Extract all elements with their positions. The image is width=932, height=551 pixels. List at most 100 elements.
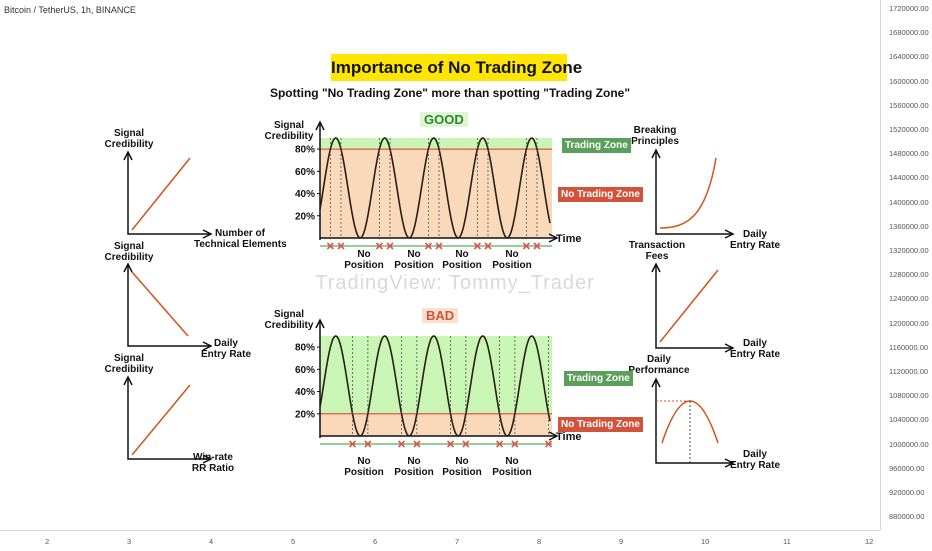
x-axis-arrow — [548, 431, 559, 441]
time-tick: 12 — [865, 537, 874, 546]
right-chart-1-ylabel: Breaking Principles — [631, 125, 679, 147]
ytick-label: 20% — [295, 409, 315, 420]
no-position-marker — [326, 242, 334, 250]
right-chart-3 — [651, 377, 735, 468]
no-position-marker — [397, 440, 406, 448]
price-tick: 1040000.00 — [889, 415, 929, 425]
no-position-marker — [522, 242, 530, 250]
left-chart-3 — [123, 375, 213, 464]
right-chart-3-ylabel: Daily Performance — [628, 354, 690, 376]
watermark: TradingView: Tommy_Trader — [315, 272, 595, 294]
right-chart-3-xlabel: Daily Entry Rate — [729, 449, 780, 471]
good-badge: GOOD — [420, 112, 468, 127]
no-position-marker — [435, 242, 443, 250]
price-tick: 1680000.00 — [889, 28, 929, 38]
price-tick: 1400000.00 — [889, 197, 929, 207]
time-tick: 11 — [783, 537, 791, 546]
ytick-label: 80% — [295, 145, 315, 156]
ytick-label: 40% — [295, 387, 315, 398]
no-position-marker — [544, 440, 553, 448]
price-tick: 1280000.00 — [889, 270, 929, 280]
no-position-marker — [511, 440, 519, 448]
right-chart-1-xlabel: Daily Entry Rate — [729, 229, 780, 251]
x-axis-arrow — [548, 233, 559, 243]
price-tick: 1320000.00 — [889, 246, 929, 255]
price-tick: 880000.00 — [889, 512, 925, 522]
good-no-trading-zone-tag: No Trading Zone — [558, 187, 643, 202]
right-chart-2-ylabel: Transaction Fees — [628, 240, 686, 262]
no-position-marker — [533, 242, 541, 250]
price-tick: 1160000.00 — [889, 342, 929, 352]
good-no-position-2: No Position — [394, 249, 434, 271]
bad-no-position-4: No Position — [492, 456, 532, 478]
ytick-label: 80% — [295, 343, 315, 354]
price-tick: 920000.00 — [889, 488, 925, 497]
price-tick: 1240000.00 — [889, 294, 929, 304]
right-chart-1 — [651, 148, 735, 239]
y-axis-arrow — [315, 318, 325, 329]
bad-ylabel: Signal Credibility — [264, 309, 314, 331]
right-chart-2 — [651, 262, 735, 353]
left-chart-2-ylabel: Signal Credibility — [104, 241, 154, 263]
time-tick: 3 — [127, 537, 132, 546]
diagram-title: Importance of No Trading Zone — [331, 54, 582, 81]
signal-curve — [319, 335, 551, 437]
trading-zone-band — [320, 336, 552, 414]
left-chart-1-xlabel: Number of Technical Elements — [194, 228, 287, 250]
trend-line — [131, 271, 189, 337]
bad-sine-chart: 80% 60% 40% 20% — [295, 318, 559, 448]
trend-line — [131, 157, 191, 231]
ytick-label: 40% — [295, 189, 315, 200]
ytick-label: 60% — [295, 365, 315, 376]
trend-line — [131, 384, 191, 456]
good-no-position-3: No Position — [442, 249, 482, 271]
time-axis[interactable]: 2 3 4 5 6 7 8 9 10 11 12 — [0, 530, 880, 551]
no-position-marker — [446, 440, 455, 448]
price-tick: 1000000.00 — [889, 439, 929, 449]
no-position-marker — [424, 242, 432, 250]
time-tick: 7 — [455, 537, 460, 546]
time-tick: 10 — [701, 537, 710, 546]
good-no-position-4: No Position — [492, 249, 532, 271]
good-ylabel: Signal Credibility — [264, 120, 314, 142]
y-axis-arrow — [315, 120, 325, 131]
bad-badge: BAD — [422, 308, 459, 323]
price-tick: 1600000.00 — [889, 76, 929, 86]
trend-curve — [659, 157, 717, 229]
price-tick: 1480000.00 — [889, 149, 929, 159]
bad-no-trading-zone-tag: No Trading Zone — [558, 417, 643, 432]
price-tick: 1720000.00 — [889, 4, 929, 13]
no-position-marker — [348, 440, 357, 448]
time-tick: 6 — [373, 537, 378, 546]
price-tick: 1560000.00 — [889, 100, 929, 110]
left-chart-1 — [123, 150, 213, 239]
price-tick: 960000.00 — [889, 463, 925, 473]
price-tick: 1120000.00 — [889, 367, 929, 376]
no-position-marker — [473, 242, 481, 250]
price-tick: 1080000.00 — [889, 391, 929, 401]
price-tick: 1440000.00 — [889, 173, 929, 183]
price-axis[interactable]: 1720000.00 1680000.00 1640000.00 1600000.00… — [880, 0, 932, 530]
no-position-marker — [484, 242, 492, 250]
no-position-marker — [337, 242, 345, 250]
time-tick: 4 — [209, 537, 214, 546]
time-tick: 9 — [619, 537, 624, 546]
no-trading-zone-band — [320, 413, 552, 436]
bad-no-position-3: No Position — [442, 456, 482, 478]
no-position-marker — [413, 440, 421, 448]
no-position-marker — [462, 440, 470, 448]
good-time-label: Time — [556, 233, 582, 245]
price-tick: 1200000.00 — [889, 318, 929, 328]
signal-curve — [319, 137, 551, 239]
trading-zone-band — [320, 138, 552, 150]
price-tick: 1360000.00 — [889, 221, 929, 231]
trend-line — [659, 269, 719, 343]
good-sine-chart: 80% 60% 40% 20% — [295, 120, 559, 250]
left-chart-3-ylabel: Signal Credibility — [104, 353, 154, 375]
no-position-marker — [386, 242, 394, 250]
no-position-marker — [375, 242, 383, 250]
bad-no-position-1: No Position — [344, 456, 384, 478]
bad-time-label: Time — [556, 431, 582, 443]
no-position-marker — [364, 440, 372, 448]
